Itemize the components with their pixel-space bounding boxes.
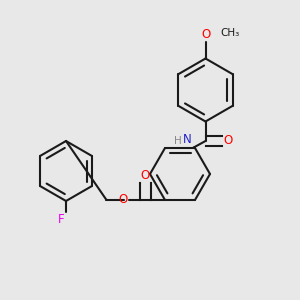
Text: O: O [201, 28, 210, 40]
Text: O: O [119, 194, 128, 206]
Text: N: N [183, 133, 192, 146]
Text: H: H [174, 136, 182, 146]
Text: F: F [58, 213, 64, 226]
Text: O: O [223, 134, 232, 148]
Text: O: O [141, 169, 150, 182]
Text: CH₃: CH₃ [220, 28, 239, 38]
